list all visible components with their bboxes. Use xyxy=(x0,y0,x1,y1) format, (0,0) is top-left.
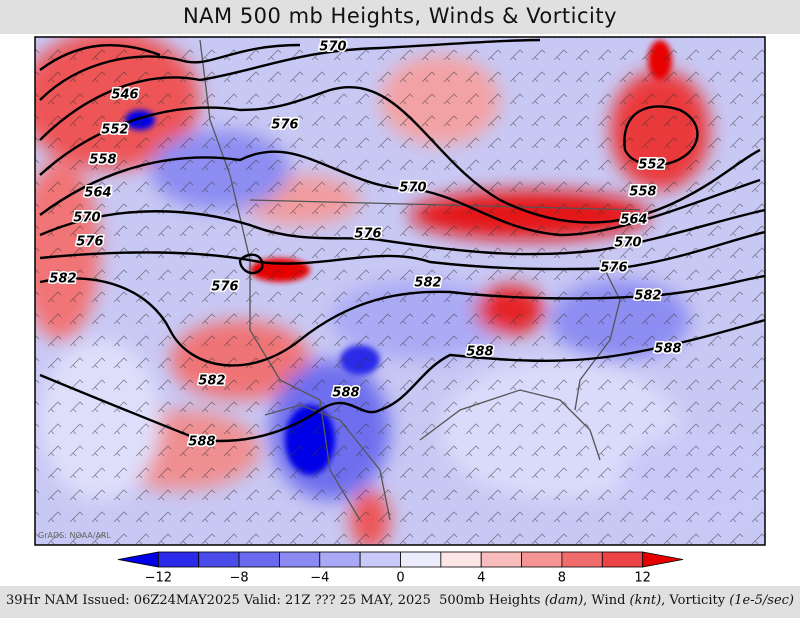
colorbar-tick-label: 12 xyxy=(634,571,651,586)
colorbar-box xyxy=(157,551,200,568)
height-label: 588 xyxy=(332,386,359,401)
height-labels: 570 546 552 558 564 570 576 582 576 570 576 576 582 5… xyxy=(48,38,683,451)
colorbar-end xyxy=(117,551,159,568)
footer-right: 500mb Heights (dam), Wind (knt), Vortici… xyxy=(439,586,794,616)
map-canvas: 570 546 552 558 564 570 576 582 576 570 576 576 582 5… xyxy=(34,36,766,586)
colorbar-box xyxy=(359,551,401,568)
footer-part: , Vorticity xyxy=(661,593,730,608)
height-label: 582 xyxy=(634,289,661,304)
height-label: 564 xyxy=(620,213,647,228)
height-label: 582 xyxy=(414,276,441,291)
height-label: 588 xyxy=(466,345,493,360)
height-label: 570 xyxy=(614,236,641,251)
credit: GrADS: NOAA/ARL xyxy=(38,531,111,540)
borders xyxy=(199,39,641,521)
height-label: 564 xyxy=(84,186,111,201)
height-label: 546 xyxy=(111,88,138,103)
height-label: 576 xyxy=(354,227,381,242)
height-contours xyxy=(39,38,765,443)
height-label: 558 xyxy=(89,153,116,168)
colorbar-box xyxy=(440,551,482,568)
height-label: 588 xyxy=(188,435,215,450)
height-label: 552 xyxy=(638,158,665,173)
height-label: 552 xyxy=(101,123,128,138)
colorbar-tick-label: 0 xyxy=(396,571,404,586)
height-label: 570 xyxy=(73,211,100,226)
colorbar-tick-label: −8 xyxy=(229,571,248,586)
colorbar-tick-label: −4 xyxy=(310,571,329,586)
footer-part: , Wind xyxy=(583,593,630,608)
height-label: 576 xyxy=(600,261,627,276)
map-frame xyxy=(34,36,766,546)
footer-left: 39Hr NAM Issued: 06Z24MAY2025 Valid: 21Z… xyxy=(6,593,431,608)
height-label: 570 xyxy=(319,40,346,55)
footer-part: (dam) xyxy=(544,593,584,608)
colorbar-box xyxy=(561,551,603,568)
colorbar-box xyxy=(198,551,240,568)
height-label: 570 xyxy=(399,181,426,196)
height-label: 588 xyxy=(654,342,681,357)
height-label: 582 xyxy=(198,374,225,389)
footer-part: (1e-5/sec) xyxy=(729,593,794,608)
footer: 39Hr NAM Issued: 06Z24MAY2025 Valid: 21Z… xyxy=(0,586,800,618)
colorbar-box xyxy=(400,551,442,568)
colorbar-box xyxy=(279,551,321,568)
colorbar-box xyxy=(238,551,280,568)
height-label: 582 xyxy=(49,272,76,287)
footer-part: (knt) xyxy=(629,593,662,608)
colorbar: −12 −8 −4 0 4 8 12 xyxy=(117,551,684,586)
height-label: 558 xyxy=(629,185,656,200)
title: NAM 500 mb Heights, Winds & Vorticity xyxy=(0,0,800,34)
colorbar-end xyxy=(642,551,684,568)
height-label: 576 xyxy=(211,280,238,295)
colorbar-tick-label: −12 xyxy=(145,571,172,586)
colorbar-box xyxy=(521,551,563,568)
colorbar-box xyxy=(319,551,361,568)
height-label: 576 xyxy=(271,118,298,133)
colorbar-tick-label: 4 xyxy=(477,571,485,586)
colorbar-box xyxy=(601,551,644,568)
height-label: 576 xyxy=(76,235,103,250)
colorbar-tick-label: 8 xyxy=(558,571,566,586)
map-field: 570 546 552 558 564 570 576 582 576 570 576 576 582 5… xyxy=(35,37,765,545)
colorbar-box xyxy=(480,551,522,568)
footer-part: 500mb Heights xyxy=(439,593,545,608)
